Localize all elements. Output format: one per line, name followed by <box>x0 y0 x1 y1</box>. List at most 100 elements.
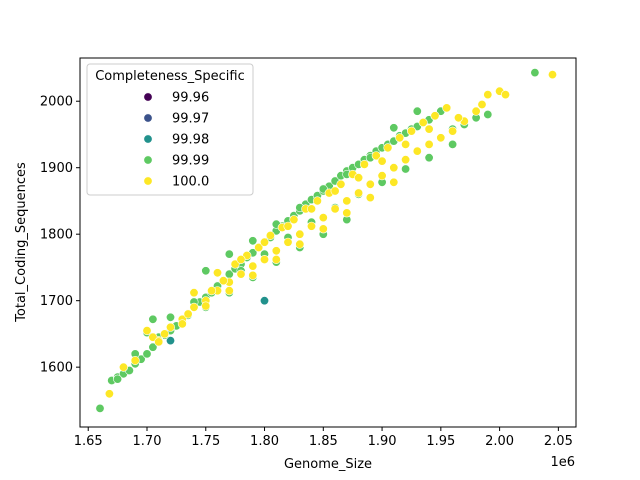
legend-box <box>86 63 254 196</box>
y-tick-label: 2000 <box>40 95 73 110</box>
data-point-100-0 <box>183 309 193 319</box>
data-point-100-0 <box>342 196 352 206</box>
legend-marker <box>143 176 153 186</box>
data-point-100-0 <box>236 269 246 279</box>
data-point-100-0 <box>418 118 428 128</box>
data-point-100-0 <box>201 301 211 311</box>
data-point-100-0 <box>336 179 346 189</box>
data-point-100-0 <box>359 159 369 169</box>
data-point-100-0 <box>318 213 328 223</box>
y-axis-ticks: 1600 1700 1800 1900 2000 <box>40 95 80 376</box>
data-point-99-99 <box>113 374 123 384</box>
data-point-100-0 <box>248 261 258 271</box>
data-point-100-0 <box>248 270 258 280</box>
data-point-100-0 <box>547 70 557 80</box>
legend-label: 100.0 <box>172 175 209 190</box>
data-point-100-0 <box>318 224 328 234</box>
data-point-100-0 <box>130 355 140 365</box>
data-point-100-0 <box>412 146 422 156</box>
plot-frame <box>79 57 577 428</box>
data-point-100-0 <box>142 326 152 336</box>
x-tick-label: 1.70 <box>133 434 162 449</box>
data-point-100-0 <box>377 171 387 181</box>
data-point-100-0 <box>177 319 187 329</box>
data-point-100-0 <box>401 155 411 165</box>
data-point-100-0 <box>354 173 364 183</box>
data-point-99-99 <box>530 68 540 78</box>
data-point-100-0 <box>365 193 375 203</box>
data-point-100-0 <box>166 322 176 332</box>
data-point-100-0 <box>424 124 434 134</box>
data-point-100-0 <box>265 231 275 241</box>
data-point-100-0 <box>236 255 246 265</box>
legend: Completeness_Specific 99.9699.9799.9899.… <box>86 63 254 196</box>
data-point-100-0 <box>213 268 223 278</box>
data-point-100-0 <box>218 276 228 286</box>
legend-marker <box>143 134 153 144</box>
x-tick-label: 2.05 <box>544 434 573 449</box>
data-point-100-0 <box>500 90 510 100</box>
data-point-100-0 <box>283 221 293 231</box>
data-point-100-0 <box>330 186 340 196</box>
legend-label: 99.99 <box>172 154 209 169</box>
data-point-100-0 <box>104 389 114 399</box>
data-point-99-99 <box>148 314 158 324</box>
data-point-100-0 <box>436 133 446 143</box>
data-point-100-0 <box>354 188 364 198</box>
data-point-100-0 <box>453 113 463 123</box>
data-point-99-99 <box>424 153 434 163</box>
y-tick-label: 1900 <box>40 161 73 176</box>
data-point-99-99 <box>248 236 258 246</box>
y-axis-label: Total_Coding_Sequences <box>14 162 29 323</box>
data-point-100-0 <box>271 246 281 256</box>
data-point-100-0 <box>230 259 240 269</box>
data-point-100-0 <box>295 239 305 249</box>
legend-marker <box>143 92 153 102</box>
legend-entries: 99.96 99.97 99.98 99.99 100.0 <box>143 91 209 190</box>
x-axis-offset-label: 1e6 <box>550 455 575 470</box>
data-point-100-0 <box>189 302 199 312</box>
data-point-100-0 <box>271 255 281 265</box>
data-point-99-99 <box>483 110 493 120</box>
data-point-100-0 <box>306 221 316 231</box>
data-point-100-0 <box>254 243 264 253</box>
points-layer <box>95 68 557 413</box>
data-point-100-0 <box>224 286 234 296</box>
legend-title: Completeness_Specific <box>95 69 245 84</box>
legend-marker <box>143 155 153 165</box>
legend-marker <box>143 113 153 123</box>
data-point-100-0 <box>389 163 399 173</box>
data-point-99-99 <box>389 123 399 133</box>
data-point-99-99 <box>148 342 158 352</box>
x-tick-label: 2.00 <box>485 434 514 449</box>
x-tick-label: 1.80 <box>250 434 279 449</box>
x-tick-label: 1.85 <box>309 434 338 449</box>
data-point-99-99 <box>401 164 411 174</box>
x-tick-label: 1.95 <box>426 434 455 449</box>
data-point-100-0 <box>259 255 269 265</box>
data-point-100-0 <box>424 139 434 149</box>
data-point-100-0 <box>289 215 299 225</box>
data-point-100-0 <box>189 288 199 298</box>
legend-label: 99.98 <box>172 133 209 148</box>
x-tick-label: 1.75 <box>191 434 220 449</box>
y-tick-label: 1800 <box>40 228 73 243</box>
data-point-100-0 <box>259 237 269 247</box>
x-tick-label: 1.65 <box>74 434 103 449</box>
data-point-100-0 <box>160 329 170 339</box>
data-point-100-0 <box>306 204 316 214</box>
data-point-100-0 <box>119 362 129 372</box>
data-point-100-0 <box>377 156 387 166</box>
y-tick-label: 1700 <box>40 294 73 309</box>
x-axis-label: Genome_Size <box>284 457 372 472</box>
legend-label: 99.97 <box>172 112 209 127</box>
x-tick-label: 1.90 <box>368 434 397 449</box>
legend-label: 99.96 <box>172 91 209 106</box>
data-point-99-99 <box>412 106 422 116</box>
data-point-100-0 <box>406 126 416 136</box>
data-point-100-0 <box>383 143 393 153</box>
data-point-99-99 <box>166 312 176 322</box>
data-point-99-98 <box>259 296 269 306</box>
data-point-100-0 <box>483 90 493 100</box>
data-point-99-99 <box>448 139 458 149</box>
